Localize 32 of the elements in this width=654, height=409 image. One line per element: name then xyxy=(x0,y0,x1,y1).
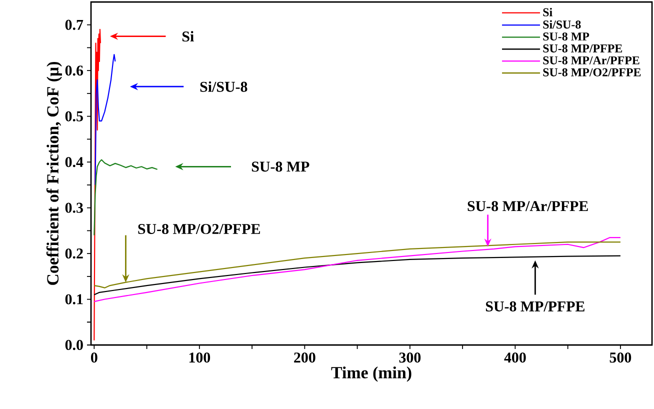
y-tick-label: 0.0 xyxy=(65,340,83,350)
x-tick-label: 0 xyxy=(90,352,98,363)
legend-label: SU-8 MP/Ar/PFPE xyxy=(543,56,640,64)
annotation: Si/SU-8 xyxy=(200,81,248,92)
y-tick-label: 0.2 xyxy=(65,248,83,259)
y-tick-label: 0.4 xyxy=(65,156,84,168)
x-tick-label: 100 xyxy=(189,352,210,363)
annotation: SU-8 MP/O2/PFPE xyxy=(138,224,260,234)
y-tick-label: 0.5 xyxy=(65,111,83,122)
x-tick-label: 300 xyxy=(399,352,421,363)
legend-label: Si xyxy=(543,8,552,16)
line-series xyxy=(94,54,116,186)
legend-label: SU-8 MP xyxy=(543,32,590,41)
line-series xyxy=(94,28,102,341)
annotation: SU-8 MP/PFPE xyxy=(486,301,584,312)
annotation: SU-8 MP/Ar/PFPE xyxy=(468,201,588,212)
line-series xyxy=(94,236,621,302)
y-tick-label: 0.3 xyxy=(65,202,83,213)
line-series xyxy=(94,242,621,288)
legend-label: Si/SU-8 xyxy=(543,20,581,29)
y-tick-label: 0.6 xyxy=(65,66,84,76)
y-tick-label: 0.7 xyxy=(65,20,84,30)
x-axis-title: Time (min) xyxy=(331,366,412,382)
x-tick-label: 200 xyxy=(294,352,316,363)
annotation: SU-8 MP xyxy=(252,162,310,172)
x-tick-label: 500 xyxy=(610,352,632,363)
legend-label: SU-8 MP/O2/PFPE xyxy=(543,68,641,76)
x-tick-label: 400 xyxy=(504,352,526,363)
y-axis-title: Coefficient of Friction, CoF (μ) xyxy=(46,62,62,285)
legend-label: SU-8 MP/PFPE xyxy=(543,44,622,52)
annotation: Si xyxy=(182,31,194,42)
y-tick-label: 0.1 xyxy=(65,294,83,304)
